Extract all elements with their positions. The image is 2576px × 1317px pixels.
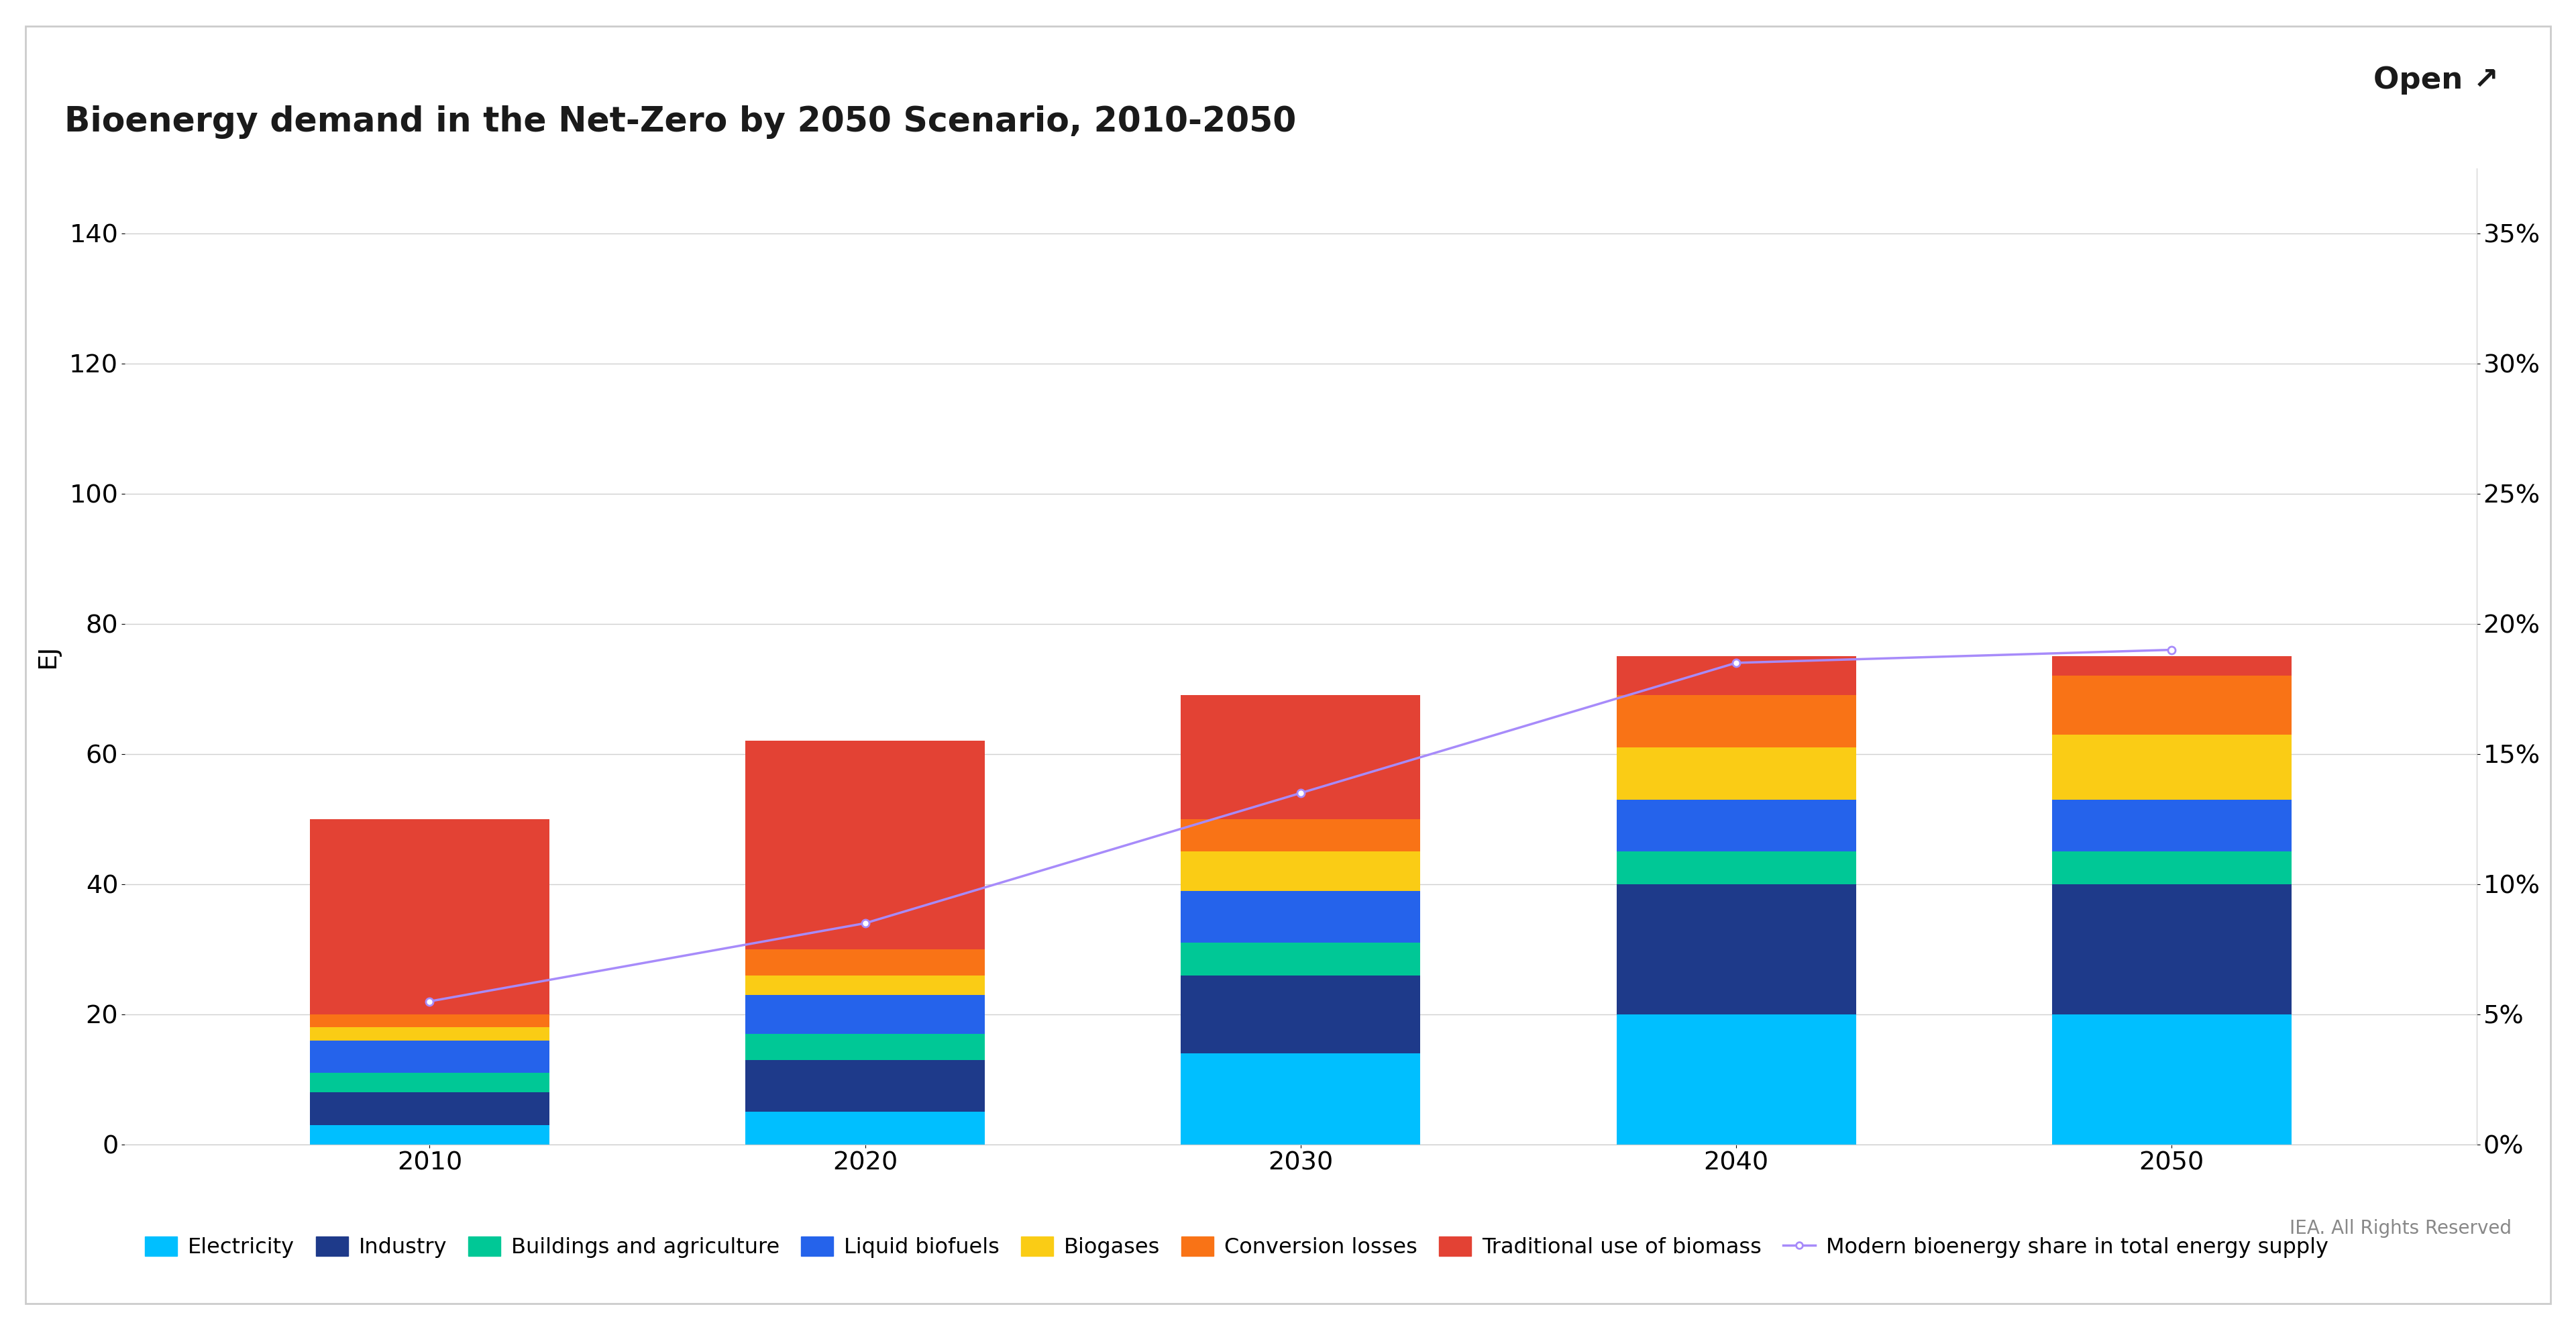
Bar bbox=[1180, 943, 1419, 976]
Bar bbox=[2053, 735, 2293, 799]
Bar bbox=[2053, 676, 2293, 735]
Bar bbox=[1615, 695, 1855, 748]
Bar bbox=[1615, 1014, 1855, 1144]
Bar bbox=[744, 1112, 984, 1144]
Text: Open ↗: Open ↗ bbox=[2372, 66, 2499, 95]
Text: IEA. All Rights Reserved: IEA. All Rights Reserved bbox=[2290, 1220, 2512, 1238]
Bar bbox=[309, 1014, 549, 1027]
Bar bbox=[2053, 852, 2293, 884]
Bar bbox=[1180, 1054, 1419, 1144]
Bar bbox=[309, 1027, 549, 1040]
Legend: Electricity, Industry, Buildings and agriculture, Liquid biofuels, Biogases, Con: Electricity, Industry, Buildings and agr… bbox=[137, 1227, 2336, 1267]
Bar bbox=[1180, 976, 1419, 1054]
Bar bbox=[744, 741, 984, 950]
Bar bbox=[309, 1073, 549, 1093]
Bar bbox=[2053, 656, 2293, 676]
Bar bbox=[2053, 884, 2293, 1014]
Bar bbox=[1180, 819, 1419, 852]
Bar bbox=[1180, 852, 1419, 890]
Bar bbox=[1180, 890, 1419, 943]
Bar bbox=[744, 1060, 984, 1112]
Bar bbox=[744, 950, 984, 976]
Bar bbox=[1615, 656, 1855, 695]
Bar bbox=[1615, 748, 1855, 799]
Bar bbox=[309, 1040, 549, 1073]
Bar bbox=[744, 1034, 984, 1060]
Bar bbox=[744, 976, 984, 994]
Bar bbox=[309, 1125, 549, 1144]
Bar bbox=[744, 994, 984, 1034]
Bar bbox=[309, 819, 549, 1014]
Text: Bioenergy demand in the Net-Zero by 2050 Scenario, 2010-2050: Bioenergy demand in the Net-Zero by 2050… bbox=[64, 105, 1296, 138]
Bar bbox=[1615, 852, 1855, 884]
Bar bbox=[2053, 1014, 2293, 1144]
Bar bbox=[1615, 884, 1855, 1014]
Bar bbox=[2053, 799, 2293, 852]
Bar bbox=[309, 1093, 549, 1125]
Bar bbox=[1615, 799, 1855, 852]
Bar bbox=[1180, 695, 1419, 819]
Y-axis label: EJ: EJ bbox=[36, 644, 59, 668]
